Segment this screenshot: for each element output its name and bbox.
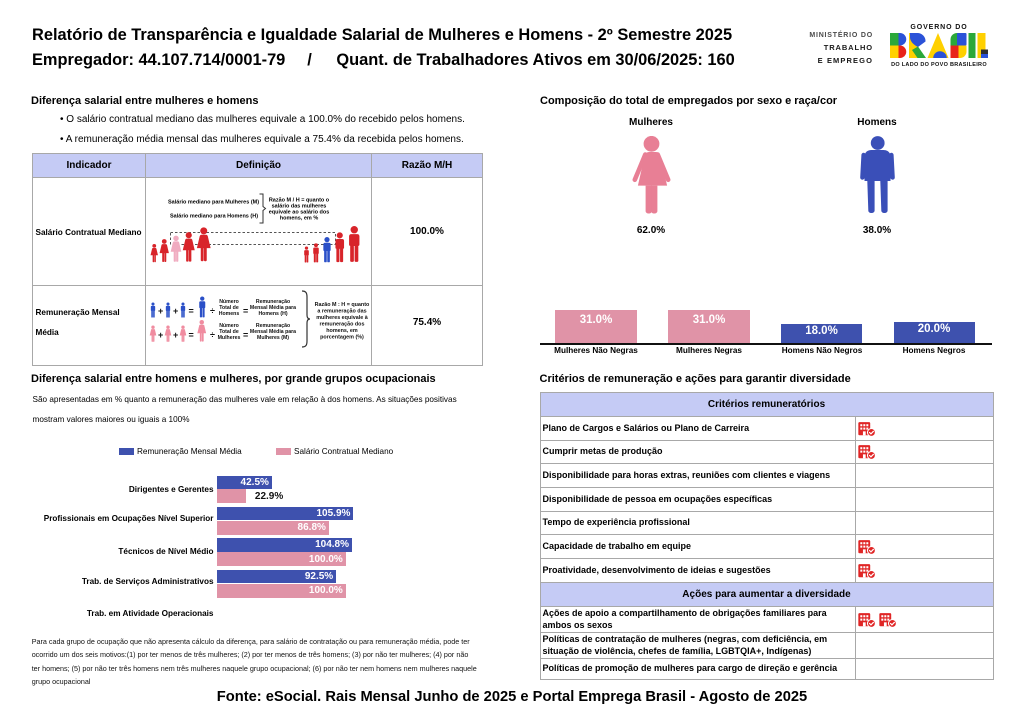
svg-text:equivale ao salário dos: equivale ao salário dos — [269, 209, 330, 215]
svg-text:Salário mediano para Mulheres: Salário mediano para Mulheres (M) — [168, 199, 259, 205]
svg-text:=: = — [189, 330, 194, 340]
svg-text:Razão M / H = quanto o: Razão M / H = quanto o — [269, 197, 330, 203]
svg-text:Número: Número — [219, 323, 239, 329]
svg-text:+: + — [158, 306, 163, 316]
svg-text:homens, em: homens, em — [326, 328, 358, 334]
svg-text:+: + — [158, 330, 163, 340]
svg-text:+: + — [173, 330, 178, 340]
svg-text:+: + — [173, 306, 178, 316]
svg-text:mulheres equivale à: mulheres equivale à — [316, 315, 369, 321]
svg-text:Mulheres: Mulheres — [218, 335, 241, 341]
svg-text:Remuneração: Remuneração — [256, 299, 290, 305]
svg-text:=: = — [243, 330, 248, 340]
svg-text:Remuneração: Remuneração — [256, 323, 290, 329]
svg-text:porcentagem (%): porcentagem (%) — [320, 334, 364, 340]
svg-text:Mensal Média para: Mensal Média para — [250, 305, 296, 311]
svg-text:Mensal Média para: Mensal Média para — [250, 329, 296, 335]
svg-text:homens, em %: homens, em % — [280, 215, 319, 221]
svg-text:salário das mulheres: salário das mulheres — [272, 203, 327, 209]
svg-text:Homens: Homens — [219, 311, 240, 317]
svg-text:Número: Número — [219, 299, 239, 305]
svg-text:Razão M : H = quanto: Razão M : H = quanto — [315, 302, 370, 308]
svg-text:Total de: Total de — [219, 329, 239, 335]
svg-text:÷: ÷ — [210, 306, 215, 316]
svg-text:=: = — [243, 306, 248, 316]
svg-text:Total de: Total de — [219, 305, 239, 311]
svg-text:Mulheres (M): Mulheres (M) — [257, 335, 289, 341]
svg-text:Homens (H): Homens (H) — [258, 311, 287, 317]
svg-text:=: = — [189, 306, 194, 316]
svg-text:remuneração dos: remuneração dos — [320, 321, 365, 327]
svg-text:Salário mediano para Homens (H: Salário mediano para Homens (H) — [170, 213, 258, 219]
svg-text:÷: ÷ — [210, 330, 215, 340]
svg-text:a remuneração das: a remuneração das — [317, 308, 366, 314]
